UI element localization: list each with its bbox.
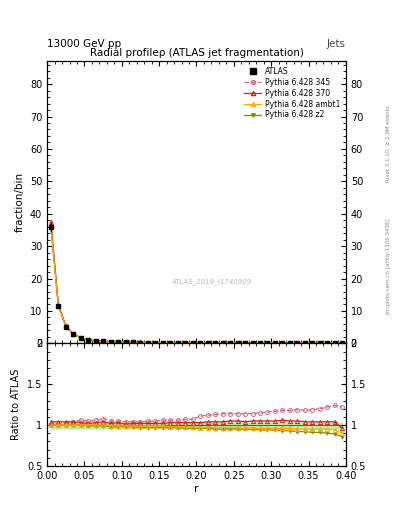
Text: Rivet 3.1.10, ≥ 2.9M events: Rivet 3.1.10, ≥ 2.9M events bbox=[386, 105, 391, 182]
Text: Jets: Jets bbox=[327, 38, 346, 49]
Legend: ATLAS, Pythia 6.428 345, Pythia 6.428 370, Pythia 6.428 ambt1, Pythia 6.428 z2: ATLAS, Pythia 6.428 345, Pythia 6.428 37… bbox=[243, 65, 342, 121]
Y-axis label: Ratio to ATLAS: Ratio to ATLAS bbox=[11, 369, 21, 440]
Text: 13000 GeV pp: 13000 GeV pp bbox=[47, 38, 121, 49]
Y-axis label: fraction/bin: fraction/bin bbox=[15, 173, 24, 232]
Title: Radial profileρ (ATLAS jet fragmentation): Radial profileρ (ATLAS jet fragmentation… bbox=[90, 48, 303, 58]
X-axis label: r: r bbox=[194, 483, 199, 494]
Text: mcplots.cern.ch [arXiv:1306.3436]: mcplots.cern.ch [arXiv:1306.3436] bbox=[386, 219, 391, 314]
Text: ATLAS_2019_I1740909: ATLAS_2019_I1740909 bbox=[171, 278, 252, 285]
